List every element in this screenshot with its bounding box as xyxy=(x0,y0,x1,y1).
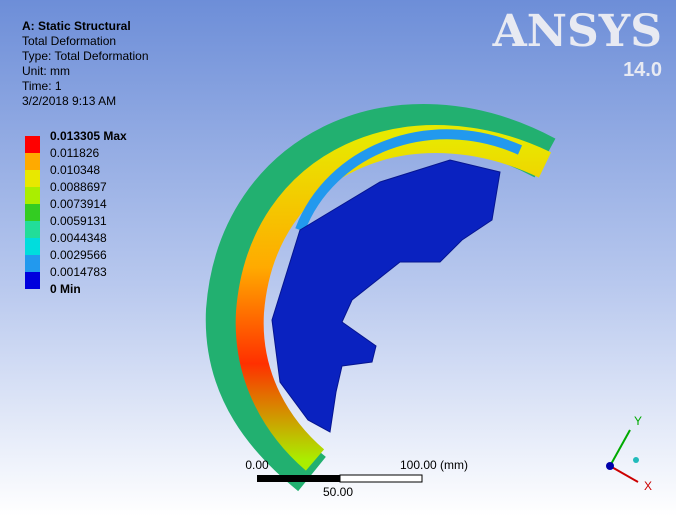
legend-label: 0.0059131 xyxy=(50,214,107,228)
scale-bar-black xyxy=(257,475,340,482)
legend-swatch xyxy=(25,238,40,255)
legend-label: 0.010348 xyxy=(50,163,100,177)
legend-swatch xyxy=(25,272,40,289)
triad-x-label: X xyxy=(644,479,652,493)
legend-label: 0.0088697 xyxy=(50,180,107,194)
legend-label: 0 Min xyxy=(50,282,81,296)
header-line: Total Deformation xyxy=(22,34,116,48)
header-line: Time: 1 xyxy=(22,79,62,93)
legend-label: 0.013305 Max xyxy=(50,129,127,143)
header-line: 3/2/2018 9:13 AM xyxy=(22,94,116,108)
legend-swatch xyxy=(25,170,40,187)
legend-label: 0.0044348 xyxy=(50,231,107,245)
scale-middle: 50.00 xyxy=(323,485,353,499)
legend-label: 0.0029566 xyxy=(50,248,107,262)
legend-label: 0.011826 xyxy=(50,146,99,160)
legend-label: 0.0073914 xyxy=(50,197,107,211)
legend-swatch xyxy=(25,204,40,221)
scale-bar-white xyxy=(340,475,422,482)
legend-swatch xyxy=(25,221,40,238)
logo-version: 14.0 xyxy=(623,59,662,81)
header-line: Unit: mm xyxy=(22,64,70,78)
triad-origin xyxy=(606,462,614,470)
scale-right: 100.00 (mm) xyxy=(400,458,468,472)
viewport: A: Static Structural Total Deformation T… xyxy=(0,0,676,516)
legend-swatch xyxy=(25,153,40,170)
legend-label: 0.0014783 xyxy=(50,265,107,279)
header-title: A: Static Structural xyxy=(22,19,131,33)
legend-swatch xyxy=(25,187,40,204)
legend-swatch xyxy=(25,255,40,272)
triad-y-label: Y xyxy=(634,414,642,428)
header-line: Type: Total Deformation xyxy=(22,49,149,63)
logo-name: ANSYS xyxy=(492,6,662,57)
legend-swatch xyxy=(25,136,40,153)
triad-iso xyxy=(633,457,639,463)
scale-left: 0.00 xyxy=(245,458,269,472)
